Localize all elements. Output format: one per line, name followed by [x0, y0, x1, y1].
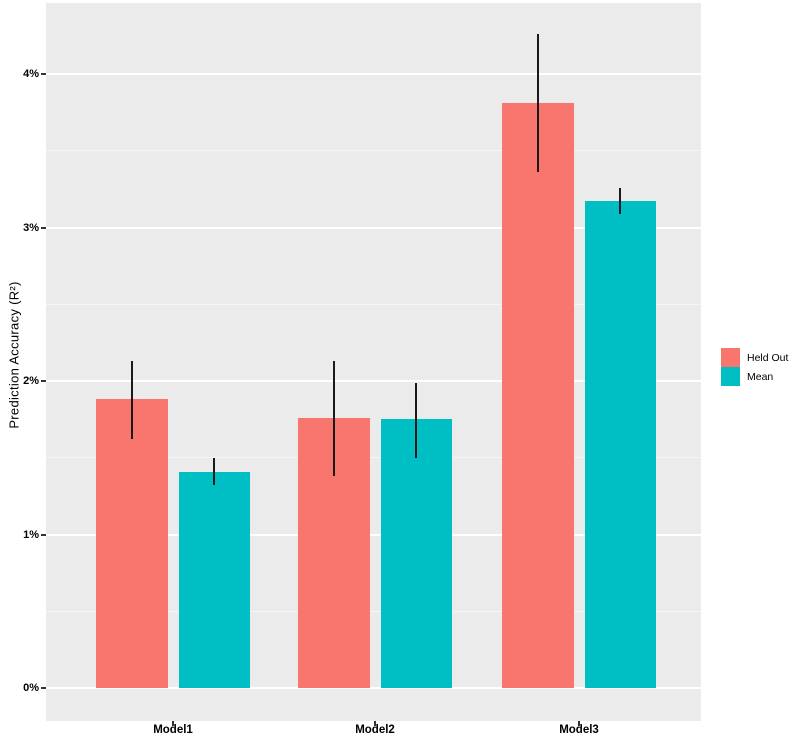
- x-tick-mark: [172, 721, 174, 726]
- x-tick-mark: [578, 721, 580, 726]
- gridline-major: [46, 533, 701, 536]
- legend-label: Held Out: [747, 351, 789, 364]
- y-tick-mark: [41, 73, 46, 75]
- y-tick-label: 1%: [23, 528, 39, 541]
- bar-held-out-model3: [502, 103, 574, 688]
- y-tick-mark: [41, 533, 46, 536]
- legend-item-held-out: Held Out: [721, 348, 788, 367]
- gridline-major: [46, 226, 701, 229]
- bar-mean-model1: [178, 471, 250, 688]
- legend-swatch-mean: [721, 367, 740, 386]
- y-tick-label: 0%: [23, 682, 39, 694]
- y-tick-label: 4%: [23, 68, 39, 80]
- error-bar-mean-model2: [415, 382, 418, 458]
- gridline-minor: [46, 457, 701, 459]
- legend-label: Mean: [747, 370, 774, 383]
- legend: Held Out Mean: [721, 348, 788, 386]
- legend-swatch-held-out: [721, 348, 740, 367]
- bar-mean-model2: [380, 419, 452, 688]
- error-bar-held-out-model2: [332, 361, 335, 477]
- y-axis-title-text: Prediction Accuracy (R²): [6, 281, 22, 429]
- gridline-major: [46, 687, 701, 689]
- y-tick-mark: [41, 380, 46, 382]
- x-tick-label: Model3: [559, 724, 599, 736]
- x-tick-mark: [374, 721, 376, 726]
- gridline-major: [46, 380, 701, 382]
- error-bar-mean-model3: [619, 187, 622, 214]
- y-tick-label: 2%: [23, 375, 39, 387]
- x-tick-label: Model2: [355, 724, 395, 736]
- y-tick-mark: [41, 226, 46, 229]
- gridline-minor: [46, 150, 701, 152]
- legend-item-mean: Mean: [721, 367, 788, 386]
- y-tick-mark: [41, 687, 46, 689]
- x-tick-label: Model1: [153, 724, 193, 736]
- bar-mean-model3: [584, 201, 656, 688]
- gridline-minor: [46, 303, 701, 305]
- y-axis-title: Prediction Accuracy (R²): [7, 281, 22, 428]
- bar-held-out-model1: [96, 399, 168, 688]
- gridline-minor: [46, 610, 701, 612]
- error-bar-held-out-model3: [536, 34, 539, 173]
- error-bar-mean-model1: [213, 457, 216, 486]
- y-tick-label: 3%: [23, 221, 39, 234]
- error-bar-held-out-model1: [130, 361, 133, 440]
- gridline-major: [46, 73, 701, 75]
